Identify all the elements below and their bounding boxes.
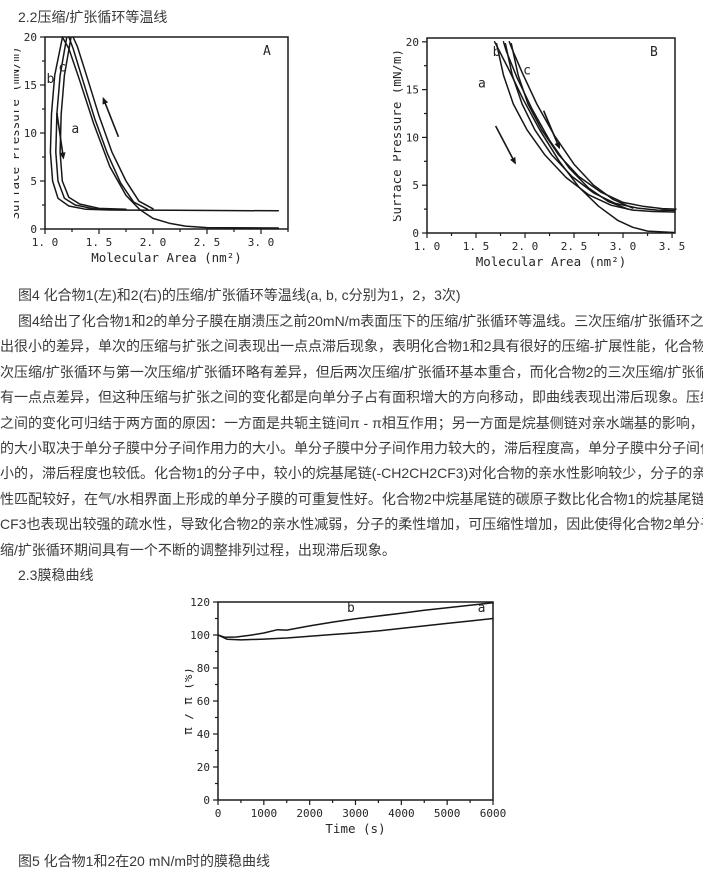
- direction-arrow: [542, 110, 561, 150]
- panel-label: A: [263, 44, 271, 59]
- direction-arrow: [494, 125, 516, 165]
- figure4-panel-b-chart: 1. 0 1. 5 2. 0 2. 5 3. 0 3. 5 0 5 10 15 20 Molecula…: [393, 26, 703, 280]
- x-tick-label: 1. 5: [463, 240, 490, 253]
- figure4-caption: 图4 化合物1(左)和2(右)的压缩/扩张循环等温线(a, b, c分别为1，2…: [18, 287, 461, 303]
- x-axis-label: Molecular Area (nm²): [476, 254, 627, 269]
- curve-label-c: c: [58, 61, 66, 76]
- y-tick-label: 15: [24, 79, 37, 92]
- y-tick-label: 80: [197, 662, 210, 675]
- paragraph-line: 有一点点差异，但这种压缩与扩张之间的变化都是向单分子占有面积增大的方向移动，即曲…: [0, 389, 703, 406]
- y-tick-label: 20: [406, 36, 419, 49]
- isotherm-curve-cycle3-expansion: [59, 37, 127, 211]
- section-heading-2-2: 2.2压缩/扩张循环等温线: [18, 9, 168, 25]
- plot-frame: [426, 37, 676, 234]
- curve-label-a: a: [71, 122, 79, 137]
- curve-label-b: b: [46, 72, 54, 87]
- x-tick-label: 1000: [251, 807, 278, 820]
- x-tick-label: 3. 5: [659, 240, 686, 253]
- x-tick-label: 2. 5: [194, 236, 221, 249]
- paragraph-line: 次压缩/扩张循环与第一次压缩/扩张循环略有差异，但后两次压缩/扩张循环基本重合，…: [0, 363, 703, 380]
- paragraph-line: 出很小的差异，单次的压缩与扩张之间表现出一点点滞后现象，表明化合物1和2具有很好…: [0, 338, 703, 355]
- y-tick-label: 20: [24, 31, 37, 44]
- y-tick-label: 0: [30, 223, 37, 236]
- isotherm-curve-compound2-b: [217, 602, 494, 639]
- direction-arrow: [56, 112, 66, 160]
- x-axis-label: Molecular Area (nm²): [91, 250, 242, 265]
- y-axis-label: π / π (%): [185, 667, 195, 735]
- isotherm-curve-cycle2-expansion: [504, 42, 676, 212]
- curve-label-b: b: [493, 45, 501, 60]
- paragraph-line: 图4给出了化合物1和2的单分子膜在崩溃压之前20mN/m表面压下的压缩/扩张循环…: [18, 313, 703, 329]
- x-axis-label: Time (s): [325, 821, 385, 836]
- x-tick-label: 3. 0: [248, 236, 275, 249]
- y-tick-label: 5: [30, 175, 37, 188]
- x-tick-label: 3000: [342, 807, 369, 820]
- x-tick-label: 4000: [388, 807, 415, 820]
- x-tick-label: 2. 0: [512, 240, 538, 253]
- isotherm-curve-cycle2-compression: [68, 36, 149, 211]
- x-tick-label: 0: [215, 807, 222, 820]
- x-tick-label: 2. 5: [561, 240, 588, 253]
- isotherm-curve-cycle2-expansion: [55, 37, 122, 211]
- y-tick-label: 5: [412, 179, 419, 192]
- y-tick-label: 20: [197, 761, 210, 774]
- panel-label: B: [650, 45, 658, 60]
- curve-label-b: b: [347, 601, 355, 616]
- y-axis-label: Surface Pressure (mN/m): [393, 49, 404, 222]
- x-tick-label: 1. 0: [414, 240, 441, 253]
- y-tick-label: 15: [406, 84, 419, 97]
- x-tick-label: 6000: [480, 807, 507, 820]
- curve-label-a: a: [478, 77, 486, 92]
- plot-frame: [44, 36, 289, 230]
- direction-arrow: [102, 97, 120, 138]
- paragraph-line: 之间的变化可归结于两方面的原因：一方面是共轭主链间π - π相互作用；另一方面是…: [0, 414, 703, 431]
- figure5-chart: 0 1000 2000 3000 4000 5000 6000 0 20 40 60 80 100 120…: [185, 588, 520, 846]
- isotherm-curve-cycle1-expansion: [49, 37, 280, 212]
- x-tick-label: 1. 5: [86, 236, 113, 249]
- paragraph-line: 的大小取决于单分子膜中分子间作用力的大小。单分子膜中分子间作用力较大的，滞后程度…: [0, 439, 703, 456]
- paragraph-line: 缩/扩张循环期间具有一个不断的调整排列过程，出现滞后现象。: [0, 541, 396, 558]
- y-axis-label: Surface Pressure (mN/m): [14, 46, 22, 219]
- y-tick-label: 10: [406, 131, 419, 144]
- y-tick-label: 0: [412, 227, 419, 240]
- x-tick-label: 1. 0: [32, 236, 59, 249]
- paragraph-line: CF3也表现出较强的疏水性，导致化合物2的亲水性减弱，分子的柔性增加，可压缩性增…: [0, 516, 703, 533]
- isotherm-curve-cycle1-expansion: [495, 42, 676, 213]
- figure5-caption: 图5 化合物1和2在20 mN/m时的膜稳曲线: [18, 853, 271, 869]
- figure4-panel-a-chart: 1. 0 1. 5 2. 0 2. 5 3. 0 0 5 10 15 20 Molecular Ar…: [14, 26, 349, 278]
- curve-label-a: a: [478, 601, 486, 616]
- paragraph-line: 小的，滞后程度也较低。化合物1的分子中，较小的烷基尾链(-CH2CH2CF3)对…: [0, 465, 703, 482]
- y-tick-label: 100: [190, 629, 210, 642]
- y-tick-label: 40: [197, 728, 210, 741]
- x-tick-label: 2. 0: [140, 236, 167, 249]
- paragraph-line: 性匹配较好，在气/水相界面上形成的单分子膜的可重复性好。化合物2中烷基尾链的碳原…: [0, 490, 703, 507]
- plot-frame: [217, 601, 494, 801]
- isotherm-curve-cycle1-compression: [61, 36, 280, 229]
- y-tick-label: 10: [24, 127, 37, 140]
- isotherm-curve-cycle3-expansion: [510, 42, 677, 210]
- isotherm-curve-compound1-a: [217, 617, 494, 641]
- section-heading-2-3: 2.3膜稳曲线: [18, 567, 94, 583]
- body-paragraph: 图4给出了化合物1和2的单分子膜在崩溃压之前20mN/m表面压下的压缩/扩张循环…: [0, 309, 703, 563]
- x-tick-label: 2000: [296, 807, 323, 820]
- y-tick-label: 120: [190, 596, 210, 609]
- isotherm-curve-cycle3-compression: [72, 36, 154, 210]
- x-tick-label: 3. 0: [610, 240, 637, 253]
- y-tick-label: 60: [197, 695, 210, 708]
- y-tick-label: 0: [203, 794, 210, 807]
- x-tick-label: 5000: [434, 807, 461, 820]
- curve-label-c: c: [523, 63, 531, 78]
